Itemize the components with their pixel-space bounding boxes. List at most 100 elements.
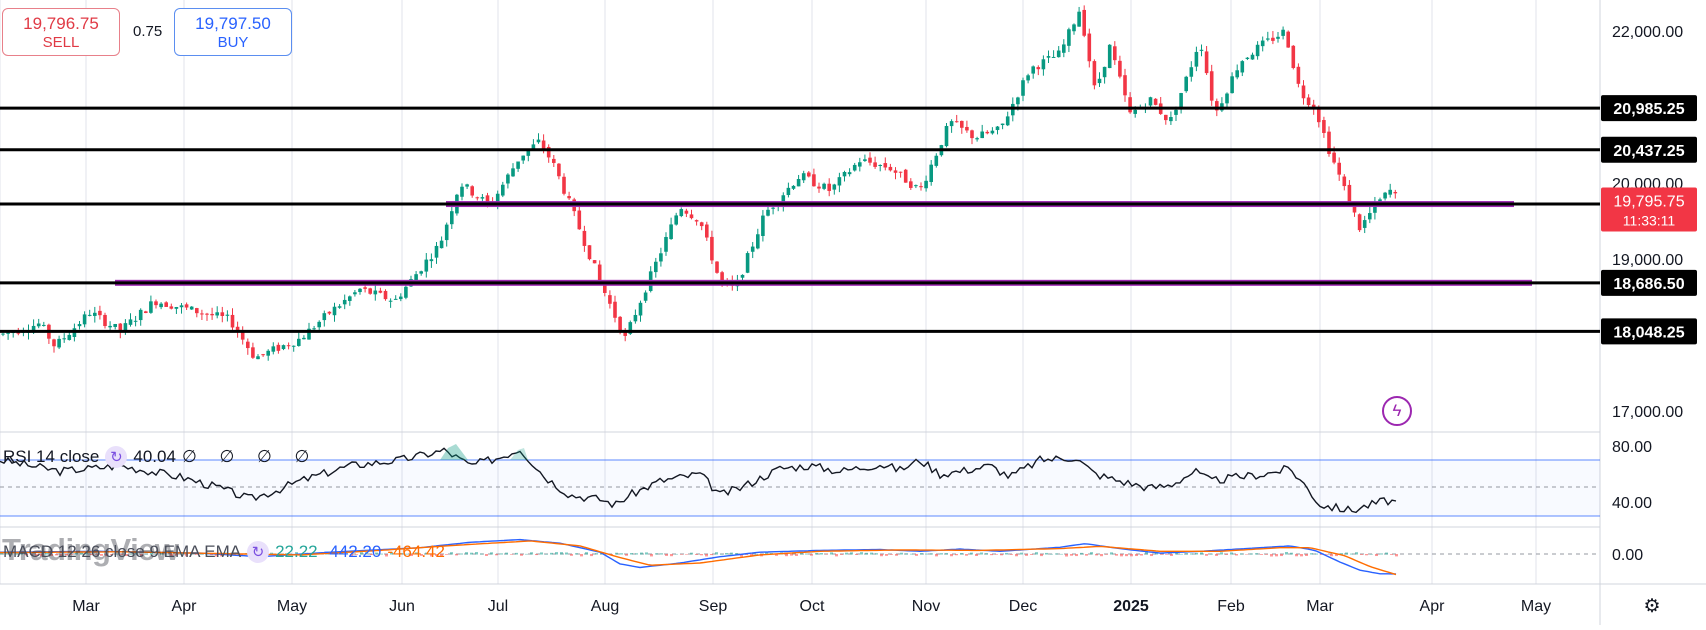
time-label[interactable]: May [277,598,307,615]
macd-histogram-bar [1155,552,1158,555]
candle-body [123,323,128,332]
macd-histogram-bar [505,552,508,555]
candle-body [954,121,959,123]
macd-histogram-bar [705,554,708,557]
rsi-legend[interactable]: RSI 14 close ↻ 40.04 ∅ ∅ ∅ ∅ [3,446,318,468]
candle-body [62,338,66,340]
candle-body [608,295,612,304]
macd-histogram-bar [1235,554,1238,556]
macd-histogram-bar [1285,552,1288,555]
gear-icon[interactable]: ⚙ [1643,595,1661,617]
candle-body [827,183,831,191]
macd-histogram-bar [190,553,193,555]
macd-histogram-bar [1330,554,1333,557]
macd-histogram-bar [595,553,598,555]
buy-button[interactable]: 19,797.50 BUY [174,8,292,56]
macd-histogram-bar [1095,554,1098,556]
candle-body [281,345,286,350]
candle-body [944,125,949,147]
sell-price: 19,796.75 [23,14,99,33]
macd-histogram-bar [900,552,903,555]
time-label[interactable]: Mar [72,598,100,615]
time-label[interactable]: Apr [172,598,198,615]
candle-body [465,184,469,187]
time-label[interactable]: Jul [488,598,508,615]
buy-label: BUY [217,34,249,51]
macd-histogram-bar [1220,552,1223,555]
macd-histogram-bar [370,554,373,555]
rsi-na-values: ∅ ∅ ∅ ∅ [181,447,319,466]
support-zones[interactable] [115,201,1532,286]
price-tick[interactable]: 17,000.00 [1612,404,1683,421]
candle-body [1393,191,1398,194]
level-tag [1601,95,1697,122]
macd-histogram-bar [1250,553,1253,555]
macd-histogram-bar [725,552,728,555]
indicator-axes: 80.00 40.00 0.00 [1612,439,1652,564]
macd-histogram-bar [835,554,838,557]
time-label[interactable]: Oct [800,598,825,615]
candle-body [144,311,148,314]
macd-histogram-bar [1295,554,1298,557]
candle-body [1204,51,1209,74]
macd-histogram-bar [125,554,128,557]
horizontal-levels[interactable] [0,106,1600,333]
macd-histogram-bar [1145,552,1148,555]
macd-histogram-bar [500,553,503,555]
macd-histogram-bar [750,554,753,557]
candle-body [353,292,357,295]
macd-histogram-bar [935,554,938,557]
time-label[interactable]: Dec [1009,598,1037,615]
macd-histogram-bar [765,551,768,555]
time-label[interactable]: Mar [1306,598,1334,615]
candle-body [985,131,990,134]
price-tick[interactable]: 22,000.00 [1612,24,1683,41]
candle-body [189,306,194,310]
macd-histogram-bar [155,553,158,555]
sell-button[interactable]: 19,796.75 SELL [2,8,120,56]
candle-body [1357,214,1362,231]
candle-body [975,138,979,140]
macd-histogram-bar [1160,554,1163,555]
candle-body [1026,75,1030,81]
macd-legend[interactable]: MACD 12 26 close 9 EMA EMA ↻ 22.22 -442.… [3,541,445,563]
candle-body [317,321,321,328]
lightning-icon[interactable]: ϟ [1382,396,1412,426]
price-tick[interactable]: 19,000.00 [1612,252,1683,269]
time-label[interactable]: Jun [389,598,415,615]
rsi-indicator [0,444,1397,514]
candle-body [128,319,133,325]
rsi-value: 40.04 [133,447,176,466]
candle-body [235,326,240,333]
time-label[interactable]: May [1521,598,1551,615]
macd-histogram-bar [825,554,828,555]
macd-histogram-bar [1245,554,1248,555]
time-label[interactable]: Nov [912,598,940,615]
time-label[interactable]: Aug [591,598,619,615]
cycle-icon[interactable]: ↻ [247,541,270,563]
candle-body [618,316,622,333]
sell-label: SELL [42,34,80,51]
macd-histogram-bar [445,554,448,555]
macd-histogram-bar [1335,554,1338,557]
candle-body [613,301,617,318]
candle-body [419,271,423,274]
time-axis[interactable]: Mar Apr May Jun Jul Aug Sep Oct Nov Dec 2025 Feb Mar… [72,598,1551,615]
candle-body [684,210,689,214]
time-label[interactable]: Feb [1217,598,1245,615]
macd-histogram-bar [995,554,998,555]
time-label[interactable]: Apr [1420,598,1446,615]
time-label[interactable]: 2025 [1113,598,1149,615]
candle-body [689,214,694,219]
macd-histogram-bar [50,554,53,556]
candle-body [388,300,393,302]
candle-body [577,210,582,230]
macd-histogram-bar [60,554,63,557]
time-label[interactable]: Sep [699,598,728,615]
candle-body [909,181,913,188]
cycle-icon[interactable]: ↻ [105,446,128,468]
candle-body [327,311,332,314]
macd-histogram-bar [135,552,138,555]
macd-histogram-bar [110,554,113,555]
